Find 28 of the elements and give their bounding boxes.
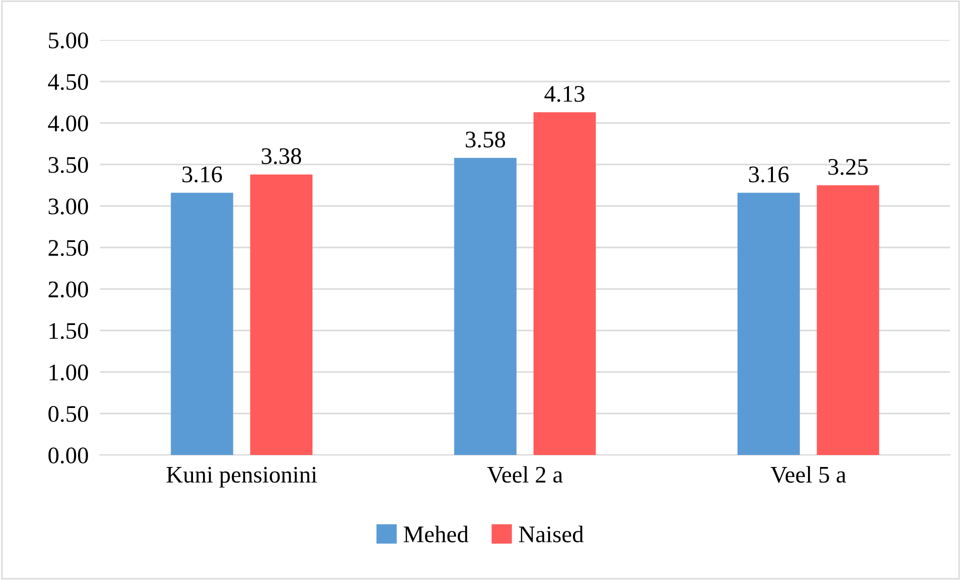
y-tick-label: 2.00 [48, 281, 88, 298]
y-tick-label: 2.50 [48, 240, 88, 256]
legend-label: Mehed [404, 526, 468, 542]
bar [454, 158, 516, 455]
y-tick-label: 3.00 [48, 198, 88, 215]
bar [170, 192, 234, 455]
y-tick-label: 4.00 [48, 115, 88, 132]
bar [534, 112, 596, 455]
x-tick-label: Veel 2 a [487, 466, 563, 483]
data-label: 3.58 [466, 132, 506, 148]
data-label: 3.16 [182, 166, 222, 182]
y-tick-label: 3.50 [48, 156, 88, 174]
y-tick-label: 1.00 [50, 364, 88, 381]
y-tick-label: 1.50 [50, 322, 88, 340]
legend-label: Naised [518, 526, 584, 542]
data-label: 4.13 [544, 86, 584, 102]
bar [816, 185, 880, 455]
bar [738, 192, 800, 455]
data-label: 3.16 [749, 166, 789, 182]
y-tick-label: 5.00 [48, 32, 88, 49]
x-tick-label: Veel 5 a [770, 466, 846, 483]
y-tick-label: 4.50 [48, 74, 88, 90]
y-tick-label: 0.50 [48, 406, 88, 422]
data-label: 3.38 [262, 148, 302, 164]
y-tick-label: 0.00 [48, 447, 88, 464]
x-tick-label: Kuni pensionini [166, 466, 317, 488]
bar [250, 174, 312, 455]
data-label: 3.25 [828, 159, 868, 175]
